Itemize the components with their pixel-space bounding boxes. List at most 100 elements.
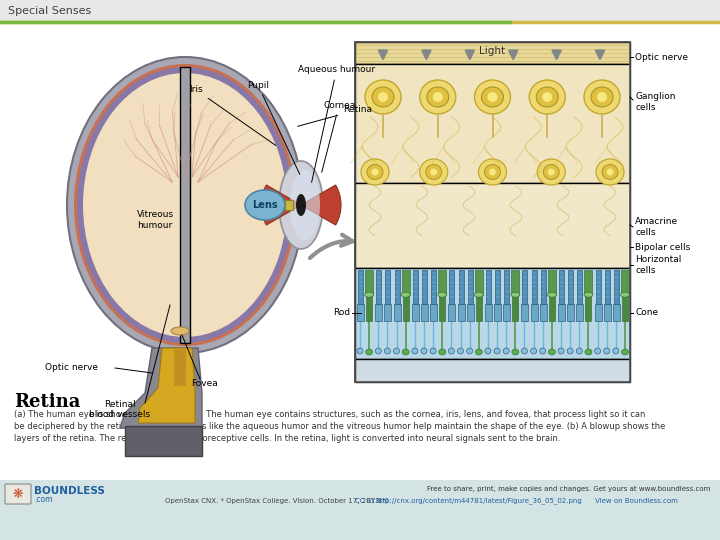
Ellipse shape [576,348,582,354]
FancyBboxPatch shape [567,303,574,321]
Ellipse shape [529,80,565,114]
Ellipse shape [372,168,379,176]
Ellipse shape [494,348,500,354]
Text: Retinal
blood vessels: Retinal blood vessels [89,400,150,420]
FancyBboxPatch shape [521,303,528,321]
FancyBboxPatch shape [449,270,454,304]
Ellipse shape [74,64,296,346]
Ellipse shape [613,348,619,354]
FancyBboxPatch shape [540,303,546,321]
Text: View on Boundless.com: View on Boundless.com [595,498,678,504]
Ellipse shape [621,292,629,297]
FancyBboxPatch shape [614,270,619,304]
Ellipse shape [457,348,464,354]
Ellipse shape [602,165,618,179]
FancyBboxPatch shape [384,303,392,321]
Ellipse shape [591,87,613,107]
Text: Pupil: Pupil [247,80,300,174]
Wedge shape [261,185,301,225]
FancyBboxPatch shape [438,270,446,295]
Text: Retina: Retina [14,393,81,411]
FancyBboxPatch shape [495,270,500,304]
Ellipse shape [421,348,427,354]
Text: .com: .com [34,496,53,504]
FancyBboxPatch shape [402,295,409,321]
Text: OpenStax CNX. * OpenStax College. Vision. October 17, 2013.*: OpenStax CNX. * OpenStax College. Vision… [165,498,385,504]
FancyBboxPatch shape [449,303,455,321]
FancyBboxPatch shape [457,303,464,321]
Ellipse shape [521,348,528,354]
Text: Fovea: Fovea [192,379,218,388]
Ellipse shape [489,168,496,176]
Ellipse shape [482,87,503,107]
Text: Rod: Rod [333,308,350,317]
FancyBboxPatch shape [366,295,372,321]
FancyBboxPatch shape [548,270,556,295]
Ellipse shape [290,170,320,240]
FancyBboxPatch shape [576,303,583,321]
FancyBboxPatch shape [413,270,418,304]
Text: Iris: Iris [189,85,276,145]
Ellipse shape [361,159,389,185]
FancyBboxPatch shape [474,270,483,295]
FancyBboxPatch shape [549,295,555,321]
Ellipse shape [427,87,449,107]
Polygon shape [138,348,195,423]
Text: layers of the retina. The retina contains photoreceptive cells. In the retina, l: layers of the retina. The retina contain… [14,434,560,443]
FancyBboxPatch shape [622,295,628,321]
FancyBboxPatch shape [439,295,445,321]
FancyBboxPatch shape [585,270,593,295]
FancyBboxPatch shape [365,270,373,295]
FancyBboxPatch shape [511,270,519,295]
Ellipse shape [567,348,573,354]
Ellipse shape [431,168,437,176]
FancyBboxPatch shape [621,270,629,295]
FancyBboxPatch shape [558,303,565,321]
Text: Optic nerve: Optic nerve [635,52,688,62]
FancyBboxPatch shape [577,270,582,304]
Ellipse shape [597,92,607,102]
Ellipse shape [585,349,592,355]
Ellipse shape [364,292,374,297]
FancyBboxPatch shape [494,303,501,321]
Ellipse shape [542,92,552,102]
FancyBboxPatch shape [523,270,528,304]
FancyBboxPatch shape [0,22,720,480]
Ellipse shape [402,349,409,355]
Text: Bipolar cells: Bipolar cells [635,242,690,252]
Text: ❋: ❋ [13,488,23,501]
FancyBboxPatch shape [605,270,610,304]
Ellipse shape [83,73,287,337]
Ellipse shape [621,349,629,355]
Ellipse shape [384,348,390,354]
Ellipse shape [245,190,285,220]
Ellipse shape [420,159,448,185]
Ellipse shape [540,348,546,354]
Ellipse shape [378,92,388,102]
Ellipse shape [503,348,509,354]
Ellipse shape [485,348,491,354]
Ellipse shape [604,348,610,354]
Text: Cone: Cone [635,308,658,317]
FancyBboxPatch shape [377,270,382,304]
Ellipse shape [467,348,472,354]
Text: Ganglion
cells: Ganglion cells [635,92,675,112]
FancyBboxPatch shape [430,303,437,321]
Ellipse shape [606,168,613,176]
Ellipse shape [438,292,446,297]
Text: Optic nerve: Optic nerve [45,363,98,373]
Ellipse shape [366,349,373,355]
Text: Amacrine
cells: Amacrine cells [635,217,678,237]
FancyBboxPatch shape [568,270,573,304]
Ellipse shape [365,80,401,114]
Ellipse shape [67,57,303,353]
Ellipse shape [596,159,624,185]
FancyBboxPatch shape [355,183,630,268]
FancyBboxPatch shape [604,303,611,321]
Ellipse shape [438,349,446,355]
FancyBboxPatch shape [559,270,564,304]
FancyBboxPatch shape [585,295,591,321]
Ellipse shape [475,349,482,355]
Ellipse shape [595,348,600,354]
Ellipse shape [549,349,555,355]
